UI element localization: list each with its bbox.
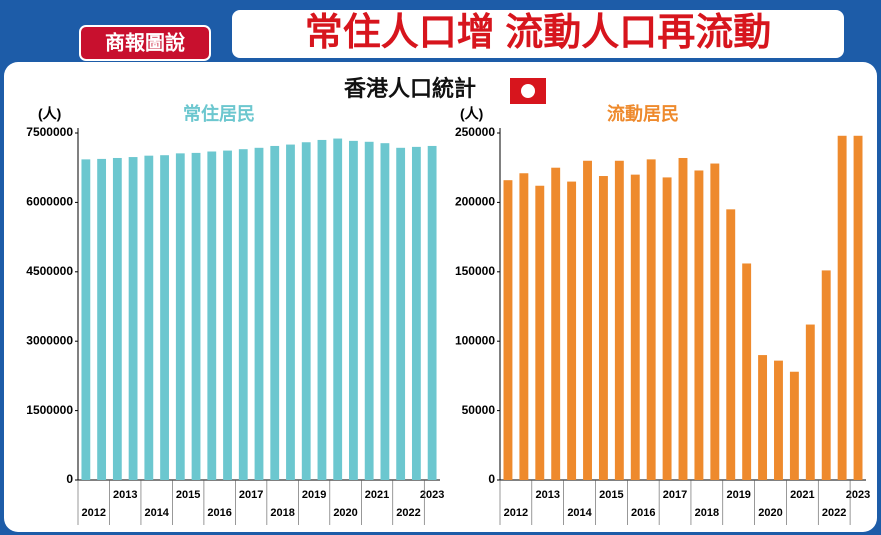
bar [614,160,624,480]
x-tick-label: 2020 [758,507,782,519]
bar [286,144,295,481]
bar [175,153,185,480]
bar [678,157,688,480]
bar [519,173,529,480]
bar [837,135,847,480]
bar [805,324,815,480]
bar [853,135,863,480]
bar [333,138,343,480]
bar [774,360,783,480]
bar [238,149,248,480]
bar [349,140,358,480]
bar [726,209,736,480]
bar [191,152,201,481]
y-tick-label: 3000000 [26,333,73,347]
x-tick-label: 2021 [790,489,814,501]
bar [396,147,406,480]
bar [207,151,217,481]
bar [411,146,421,480]
bar [567,181,577,480]
y-tick-label: 100000 [455,333,495,347]
bar [789,371,799,480]
x-tick-label: 2013 [113,489,137,501]
bar [160,155,169,480]
subtitle: 香港人口統計 [344,76,476,101]
bar [223,150,232,480]
y-tick-label: 0 [488,472,495,486]
logo: 商報圖說 [105,30,185,54]
x-tick-label: 2023 [420,489,444,501]
x-tick-label: 2014 [144,507,169,519]
x-tick-label: 2013 [535,489,559,501]
x-tick-label: 2015 [599,489,623,501]
title-box [232,10,844,58]
x-tick-label: 2021 [365,489,389,501]
flag-flower [521,84,535,98]
bar [535,185,545,480]
x-tick-label: 2015 [176,489,200,501]
bar [270,145,280,481]
bar [630,174,640,480]
x-tick-label: 2022 [822,507,846,519]
x-tick-label: 2012 [81,507,105,519]
bar [128,157,138,481]
bar [821,270,831,480]
x-tick-label: 2020 [333,507,357,519]
bar [254,147,264,480]
bar [364,141,374,481]
bar [301,142,311,480]
bar [598,176,608,480]
y-tick-label: 50000 [462,403,496,417]
bar [694,170,704,480]
bar [112,157,122,480]
bar [427,145,437,481]
x-tick-label: 2014 [567,507,592,519]
x-tick-label: 2017 [239,489,263,501]
y-tick-label: 7500000 [26,125,73,139]
bar [97,158,107,480]
bar [503,180,513,480]
y-axis-label: (人) [38,106,61,122]
x-tick-label: 2016 [631,507,655,519]
bar [662,177,672,480]
x-tick-label: 2016 [207,507,231,519]
bar [380,143,390,481]
y-tick-label: 250000 [455,125,495,139]
x-tick-label: 2023 [846,489,870,501]
panel [4,62,877,532]
x-tick-label: 2017 [663,489,687,501]
y-tick-label: 6000000 [26,195,73,209]
x-tick-label: 2019 [302,489,326,501]
bar [81,159,91,480]
bar [583,160,592,480]
y-axis-label: (人) [460,106,483,122]
y-tick-label: 150000 [455,264,495,278]
bar [710,163,720,480]
y-tick-label: 1500000 [26,403,73,417]
x-tick-label: 2019 [726,489,750,501]
bar [551,167,561,480]
logo-box [79,25,211,61]
bar [758,355,768,480]
bar [144,155,154,481]
chart-title: 常住居民 [183,103,255,124]
x-tick-label: 2018 [270,507,294,519]
title: 常住人口增 流動人口再流動 [305,12,772,54]
bar [742,263,752,480]
y-tick-label: 0 [66,472,73,486]
y-tick-label: 4500000 [26,264,73,278]
x-tick-label: 2018 [695,507,719,519]
chart-title: 流動居民 [607,103,679,124]
bar [646,159,656,480]
y-tick-label: 200000 [455,195,495,209]
x-tick-label: 2012 [504,507,528,519]
x-tick-label: 2022 [396,507,420,519]
bar [317,139,327,480]
